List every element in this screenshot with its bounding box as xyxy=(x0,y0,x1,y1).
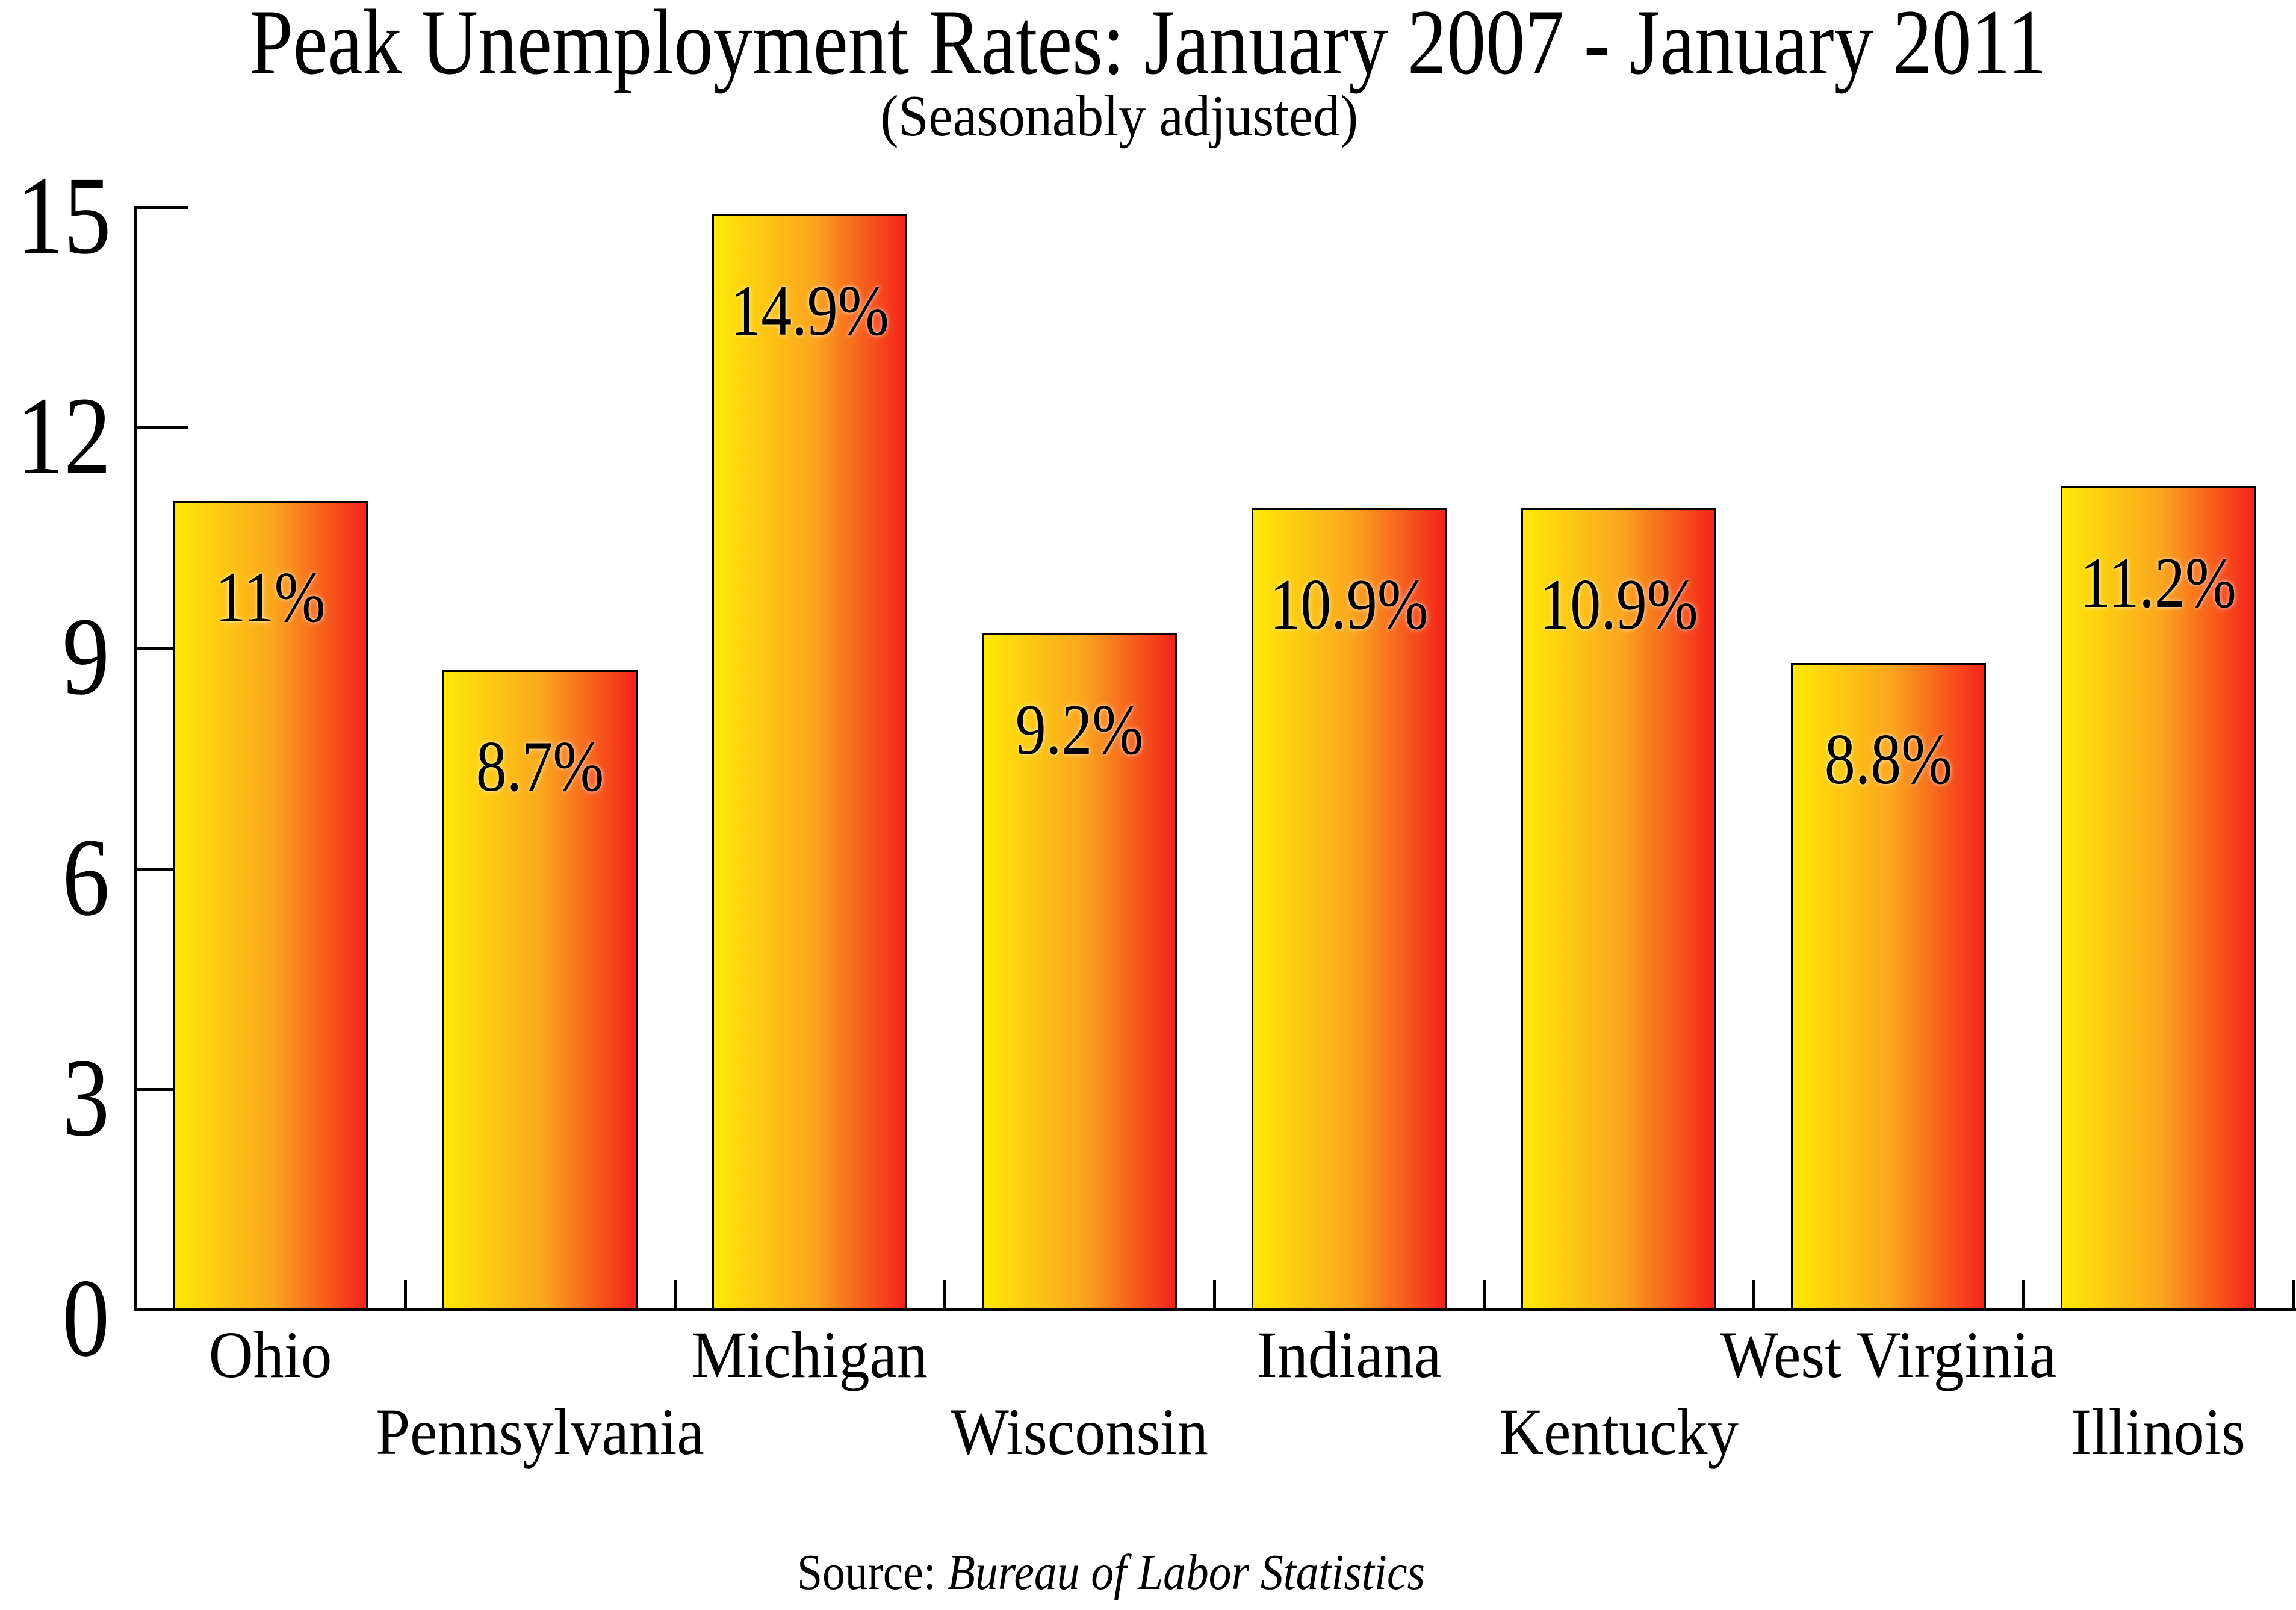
x-axis-line xyxy=(134,1308,2296,1311)
y-axis-tick-label: 6 xyxy=(62,815,110,939)
source-note: Source: Bureau of Labor Statistics xyxy=(0,1537,2259,1609)
chart-title: Peak Unemployment Rates: January 2007 - … xyxy=(0,0,2296,92)
x-axis-category-label: Illinois xyxy=(2071,1395,2245,1469)
bar-value-label: 10.9% xyxy=(1539,564,1698,645)
x-axis-tick xyxy=(2022,1280,2025,1308)
bar-illinois xyxy=(2061,486,2256,1310)
y-axis-line xyxy=(134,207,137,1310)
y-axis-tick xyxy=(134,867,188,871)
bar-indiana xyxy=(1252,508,1447,1310)
x-axis-tick xyxy=(404,1280,407,1308)
chart-title-text: Peak Unemployment Rates: January 2007 - … xyxy=(249,0,2047,94)
bar-wisconsin xyxy=(982,633,1177,1310)
x-axis-tick xyxy=(943,1280,946,1308)
bar-value-label: 11.2% xyxy=(2080,542,2236,623)
y-axis-tick-label: 9 xyxy=(62,595,110,719)
source-name: Bureau of Labor Statistics xyxy=(947,1544,1425,1600)
bar-value-label: 11% xyxy=(215,557,326,638)
x-axis-tick xyxy=(1483,1280,1486,1308)
y-axis-tick-label: 0 xyxy=(62,1257,110,1380)
bar-value-label: 8.7% xyxy=(476,726,604,807)
bar-value-label: 8.8% xyxy=(1824,718,1953,799)
source-note-text: Source: Bureau of Labor Statistics xyxy=(797,1537,1425,1609)
y-axis-tick xyxy=(134,426,188,430)
x-axis-category-label: Pennsylvania xyxy=(376,1395,704,1469)
chart-subtitle-text: (Seasonably adjusted) xyxy=(880,84,1358,149)
y-axis-tick-label: 12 xyxy=(16,375,111,499)
bar-value-label: 14.9% xyxy=(730,270,889,351)
bar-ohio xyxy=(173,501,368,1310)
source-prefix: Source: xyxy=(796,1544,948,1600)
x-axis-tick xyxy=(2292,1280,2295,1308)
y-axis-tick-label: 15 xyxy=(16,154,111,278)
x-axis-category-label: Wisconsin xyxy=(951,1395,1208,1469)
bar-west-virginia xyxy=(1791,662,1986,1310)
y-axis-tick xyxy=(134,1087,188,1091)
x-axis-category-label: West Virginia xyxy=(1720,1318,2057,1391)
y-axis-tick xyxy=(134,647,188,650)
bar-michigan xyxy=(712,214,907,1310)
x-axis-category-label: Kentucky xyxy=(1499,1395,1739,1469)
bar-kentucky xyxy=(1521,508,1716,1310)
chart-subtitle: (Seasonably adjusted) xyxy=(0,77,2267,155)
x-axis-tick xyxy=(674,1280,677,1308)
x-axis-category-label: Indiana xyxy=(1256,1318,1442,1391)
x-axis-tick xyxy=(1213,1280,1216,1308)
y-axis-tick-label: 3 xyxy=(62,1036,110,1160)
bar-value-label: 10.9% xyxy=(1270,564,1429,645)
y-axis-tick xyxy=(134,206,188,209)
bar-pennsylvania xyxy=(442,670,638,1310)
x-axis-category-label: Ohio xyxy=(208,1318,332,1391)
x-axis-tick xyxy=(1752,1280,1755,1308)
x-axis-category-label: Michigan xyxy=(691,1318,928,1391)
bar-value-label: 9.2% xyxy=(1015,689,1144,769)
